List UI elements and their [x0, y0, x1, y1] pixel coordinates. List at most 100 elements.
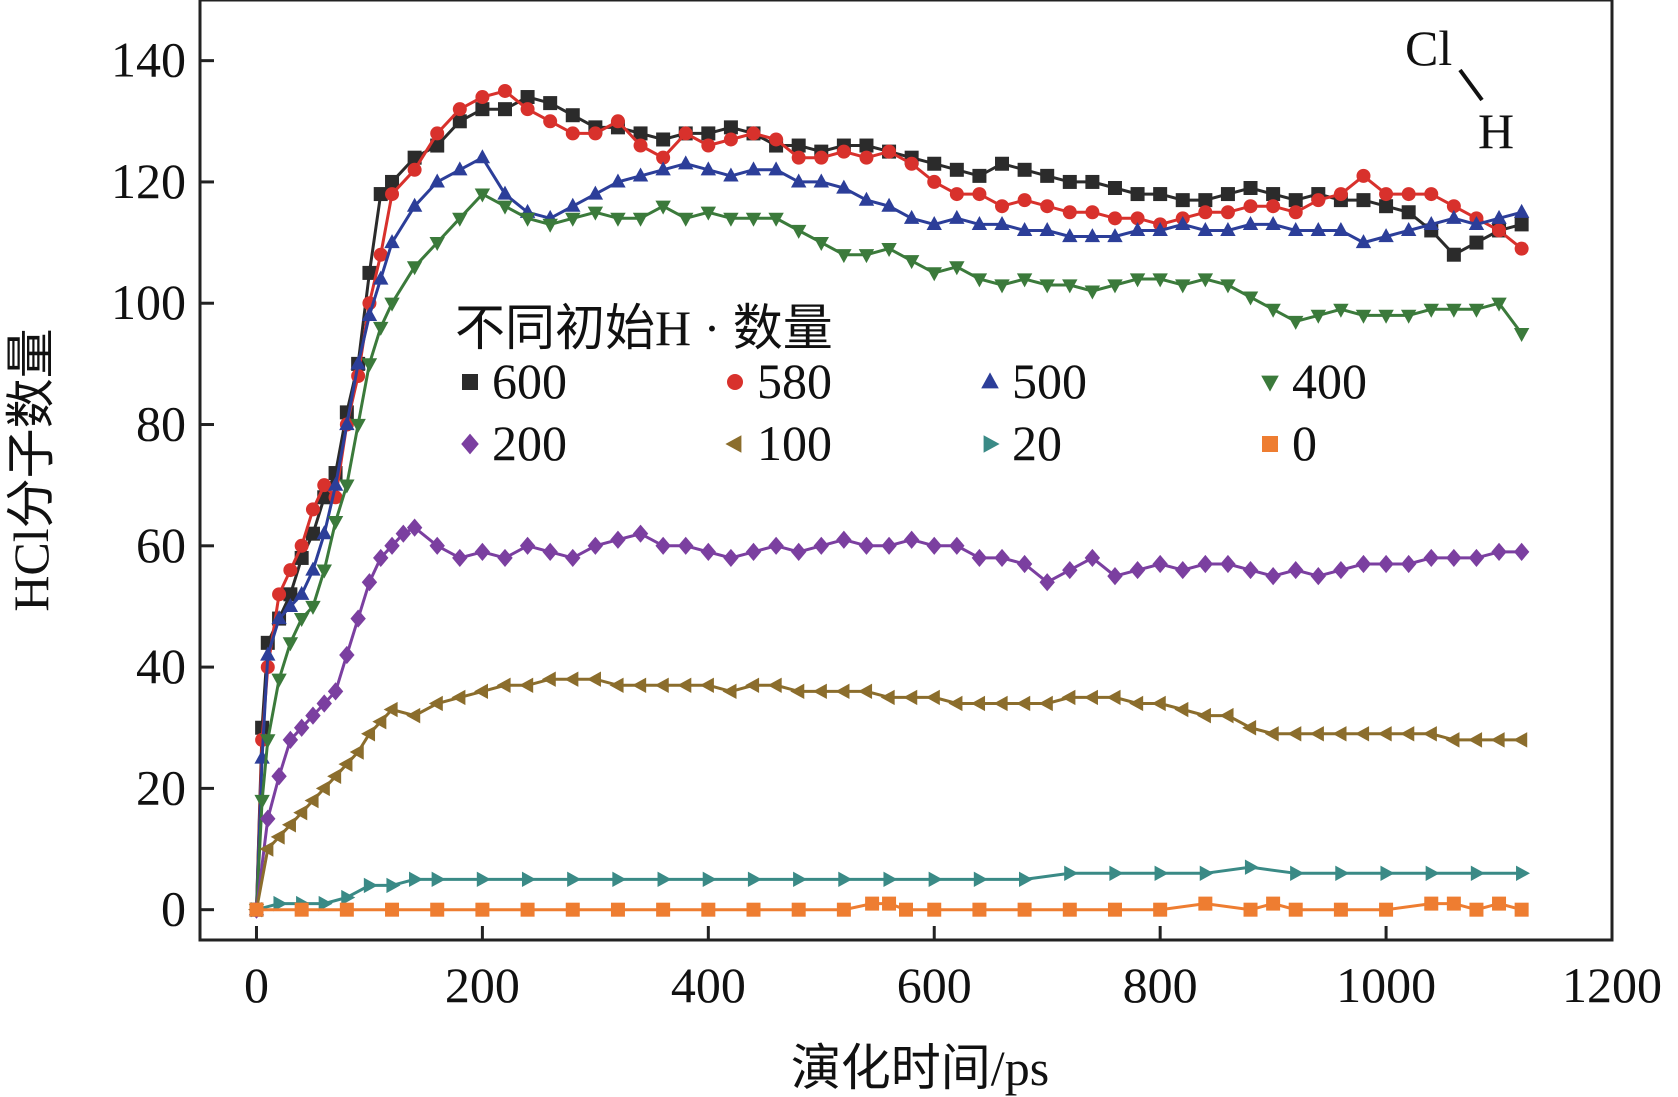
y-tick-label: 140 [111, 32, 186, 88]
data-point [949, 162, 964, 177]
data-point [1288, 902, 1303, 917]
data-point [1400, 554, 1417, 574]
legend-marker [725, 435, 742, 453]
data-point [1491, 297, 1507, 312]
y-tick-label: 60 [136, 517, 186, 573]
data-point [452, 161, 468, 176]
series-line [255, 95, 1522, 910]
data-point [361, 358, 378, 373]
y-tick-label: 20 [136, 759, 186, 815]
data-point [745, 542, 762, 561]
data-point [654, 677, 669, 693]
data-point [1199, 865, 1214, 881]
data-point [1017, 902, 1032, 917]
legend-marker [1261, 375, 1279, 392]
legend-label: 500 [1012, 353, 1087, 409]
data-point [1513, 203, 1530, 218]
data-point [701, 902, 716, 917]
data-point [475, 90, 490, 105]
data-point [1423, 303, 1439, 318]
data-point [338, 756, 353, 772]
data-point [1061, 689, 1076, 706]
data-point [609, 677, 624, 693]
data-point [769, 132, 784, 147]
data-point [1062, 205, 1077, 220]
data-point [678, 536, 694, 555]
data-point [882, 896, 897, 911]
data-point [927, 174, 942, 189]
data-point [949, 209, 965, 224]
data-point [1468, 303, 1485, 318]
data-point [1266, 199, 1281, 214]
data-point [1491, 209, 1507, 224]
legend-item: 100 [725, 415, 832, 471]
data-point [350, 609, 366, 628]
data-point [1355, 726, 1370, 742]
data-point [293, 804, 308, 821]
data-point [565, 212, 581, 227]
data-point [1379, 902, 1394, 917]
data-point [949, 261, 965, 276]
data-point [1514, 241, 1529, 256]
data-point [790, 542, 807, 561]
data-point [1355, 234, 1372, 249]
data-point [926, 267, 942, 282]
data-point [283, 587, 298, 602]
data-point [701, 138, 716, 153]
data-point [1492, 223, 1507, 238]
data-point [1062, 228, 1078, 243]
legend-item: 580 [727, 353, 832, 409]
data-point [259, 841, 274, 857]
legend-title: 不同初始H · 数量 [455, 300, 833, 356]
data-point [836, 179, 852, 194]
data-point [282, 730, 299, 749]
data-point [1174, 701, 1189, 718]
data-point [304, 792, 319, 809]
data-point [317, 478, 332, 493]
legend-item: 200 [461, 415, 567, 471]
data-point [474, 542, 491, 561]
data-point [1106, 689, 1121, 706]
data-point [543, 114, 558, 129]
data-point [791, 150, 806, 165]
data-point [1107, 228, 1123, 243]
data-point [1198, 205, 1213, 220]
data-point [497, 185, 513, 200]
data-point [430, 126, 445, 141]
data-point [928, 871, 943, 888]
legend-marker [1262, 436, 1278, 452]
data-point [722, 683, 737, 700]
data-point [260, 809, 276, 828]
data-point [791, 902, 806, 917]
data-point [1084, 548, 1101, 568]
data-point [476, 871, 491, 888]
data-point [1332, 726, 1347, 742]
legend-marker [461, 433, 479, 455]
data-point [1265, 303, 1281, 318]
data-point [1309, 726, 1324, 742]
data-point [858, 683, 873, 700]
data-point [745, 677, 760, 693]
data-point [790, 683, 805, 700]
data-point [384, 536, 400, 555]
data-point [1423, 548, 1439, 568]
data-point [327, 476, 344, 491]
data-point [1446, 303, 1462, 318]
data-point [903, 209, 920, 224]
data-point [994, 215, 1010, 230]
data-point [610, 114, 625, 129]
x-tick-label: 800 [1123, 957, 1198, 1013]
data-point [1129, 695, 1144, 712]
data-point [948, 695, 963, 712]
data-point [656, 150, 671, 165]
data-point [1514, 217, 1529, 232]
data-point [270, 829, 285, 845]
data-point [1446, 548, 1462, 568]
data-point [1017, 193, 1032, 208]
data-point [1151, 695, 1166, 712]
data-point [406, 261, 423, 276]
series-layer [248, 83, 1531, 919]
data-point [430, 902, 445, 917]
data-point [429, 536, 445, 555]
